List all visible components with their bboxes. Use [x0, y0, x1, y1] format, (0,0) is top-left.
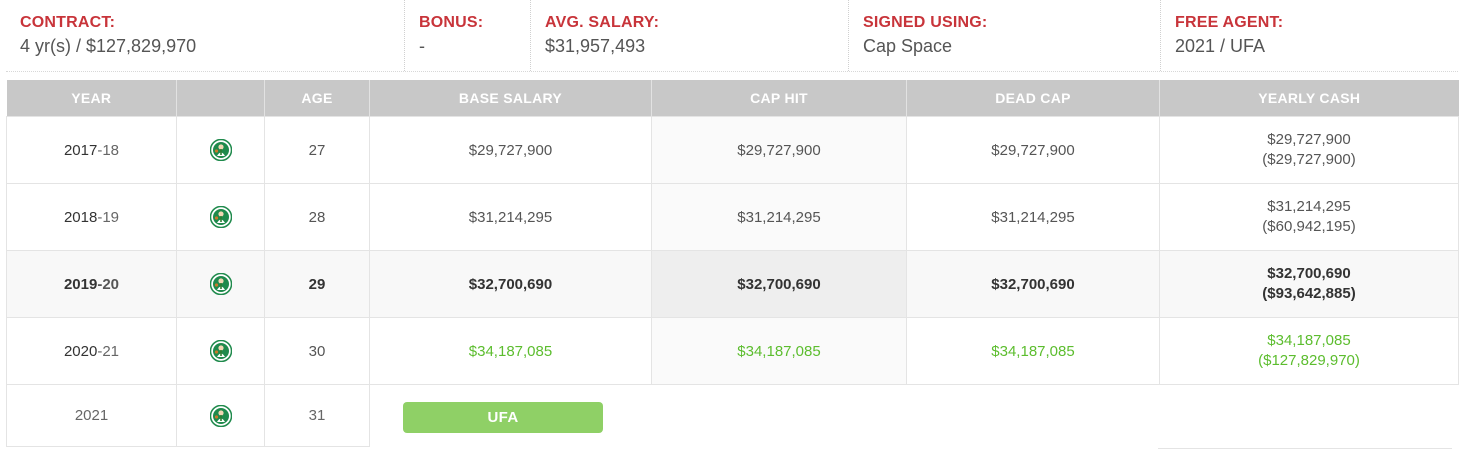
header-year[interactable]: YEAR: [6, 80, 177, 117]
season-start: 2018: [63, 208, 98, 226]
bonus-label: BONUS:: [419, 14, 484, 31]
table-header-row: YEAR AGE BASE SALARY CAP HIT DEAD CAP YE…: [6, 80, 1459, 117]
free-agency-cash-cell: [1159, 384, 1459, 447]
celtics-logo-icon[interactable]: [210, 273, 232, 295]
dead-cap-cell: $31,214,295: [906, 183, 1160, 251]
yearly-cash-cumulative: ($60,942,195): [1262, 218, 1356, 235]
header-yearly-cash[interactable]: YEARLY CASH: [1159, 80, 1459, 117]
dead-cap-cell: $29,727,900: [906, 116, 1160, 184]
signed-using-value: Cap Space: [863, 36, 953, 56]
season-cell: 2021: [6, 384, 177, 447]
celtics-logo-icon[interactable]: [210, 139, 232, 161]
cap-hit-cell: $31,214,295: [651, 183, 907, 251]
cap-hit-cell: $34,187,085: [651, 317, 907, 385]
table-row-free-agency: 2021 31: [6, 384, 1459, 447]
dead-cap-cell: $34,187,085: [906, 317, 1160, 385]
season-start: 2017: [63, 141, 98, 159]
season-end: -21: [97, 342, 120, 360]
base-salary-cell: $29,727,900: [369, 116, 652, 184]
table-row: 2020-21 30 $34,187,085 $34,187,085 $34,1…: [6, 317, 1459, 385]
bonus-value: -: [419, 36, 425, 56]
yearly-cash-amount: $31,214,295: [1267, 198, 1351, 215]
header-age[interactable]: AGE: [264, 80, 370, 117]
avg-salary-label: AVG. SALARY:: [545, 14, 660, 31]
celtics-logo-icon[interactable]: [210, 405, 232, 427]
yearly-cash-amount: $34,187,085: [1267, 332, 1351, 349]
bonus-cell: BONUS: -: [405, 0, 531, 71]
yearly-cash-cell: $32,700,690 ($93,642,885): [1159, 250, 1459, 318]
table-bottom-divider: [1158, 448, 1452, 449]
celtics-logo-icon[interactable]: [210, 340, 232, 362]
yearly-cash-cumulative: ($29,727,900): [1262, 151, 1356, 168]
yearly-cash-cumulative: ($127,829,970): [1258, 352, 1360, 369]
yearly-cash-cell: $34,187,085 ($127,829,970): [1159, 317, 1459, 385]
season-cell: 2018-19: [6, 183, 177, 251]
contract-label: CONTRACT:: [20, 14, 116, 31]
cap-hit-cell: $29,727,900: [651, 116, 907, 184]
team-cell: [176, 116, 265, 184]
season-start: 2020: [63, 342, 98, 360]
yearly-cash-cumulative: ($93,642,885): [1262, 285, 1356, 302]
free-agent-cell: FREE AGENT: 2021 / UFA: [1161, 0, 1458, 71]
table-row-current-season: 2019-20 29 $32,700,690 $32,700,690 $32,7…: [6, 250, 1459, 318]
season-cell: 2020-21: [6, 317, 177, 385]
season-cell: 2019-20: [6, 250, 177, 318]
age-cell: 29: [264, 250, 370, 318]
yearly-cash-amount: $29,727,900: [1267, 131, 1351, 148]
free-agent-label: FREE AGENT:: [1175, 14, 1284, 31]
free-agent-value: 2021 / UFA: [1175, 36, 1266, 56]
header-cap-hit[interactable]: CAP HIT: [651, 80, 907, 117]
avg-salary-cell: AVG. SALARY: $31,957,493: [531, 0, 849, 71]
team-cell: [176, 317, 265, 385]
season-end: -20: [97, 275, 120, 293]
season-start: 2019: [63, 275, 98, 293]
yearly-cash-amount: $32,700,690: [1267, 265, 1351, 282]
contract-cell: CONTRACT: 4 yr(s) / $127,829,970: [6, 0, 405, 71]
age-cell: 31: [264, 384, 370, 447]
celtics-logo-icon[interactable]: [210, 206, 232, 228]
team-cell: [176, 183, 265, 251]
base-salary-cell: $34,187,085: [369, 317, 652, 385]
table-row: 2018-19 28 $31,214,295 $31,214,295 $31,2…: [6, 183, 1459, 251]
age-cell: 28: [264, 183, 370, 251]
avg-salary-value: $31,957,493: [545, 36, 646, 56]
yearly-cash-cell: $29,727,900 ($29,727,900): [1159, 116, 1459, 184]
season-end: -19: [97, 208, 120, 226]
ufa-status-badge: UFA: [403, 402, 603, 433]
header-dead-cap[interactable]: DEAD CAP: [906, 80, 1160, 117]
age-cell: 30: [264, 317, 370, 385]
cap-hit-cell: $32,700,690: [651, 250, 907, 318]
signed-using-cell: SIGNED USING: Cap Space: [849, 0, 1161, 71]
base-salary-cell: $32,700,690: [369, 250, 652, 318]
season-cell: 2017-18: [6, 116, 177, 184]
contract-panel: CONTRACT: 4 yr(s) / $127,829,970 BONUS: …: [6, 0, 1459, 447]
header-team: [176, 80, 265, 117]
header-base-salary[interactable]: BASE SALARY: [369, 80, 652, 117]
signed-using-label: SIGNED USING:: [863, 14, 988, 31]
dead-cap-cell: $32,700,690: [906, 250, 1160, 318]
contract-summary: CONTRACT: 4 yr(s) / $127,829,970 BONUS: …: [6, 0, 1458, 72]
age-cell: 27: [264, 116, 370, 184]
team-cell: [176, 250, 265, 318]
team-cell: [176, 384, 265, 447]
contract-table: YEAR AGE BASE SALARY CAP HIT DEAD CAP YE…: [6, 80, 1459, 447]
contract-value: 4 yr(s) / $127,829,970: [20, 36, 197, 56]
season-end: -18: [97, 141, 120, 159]
yearly-cash-cell: $31,214,295 ($60,942,195): [1159, 183, 1459, 251]
base-salary-cell: $31,214,295: [369, 183, 652, 251]
table-row: 2017-18 27 $29,727,900 $29,727,900 $29,7…: [6, 116, 1459, 184]
